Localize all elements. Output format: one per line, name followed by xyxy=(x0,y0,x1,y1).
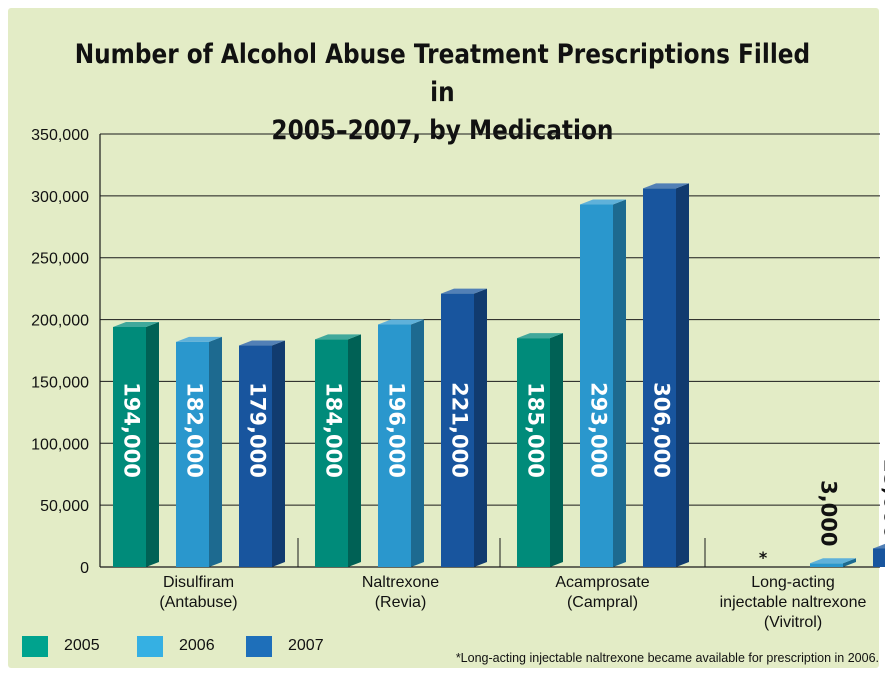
bar-top-face xyxy=(873,543,885,549)
bar-side-face xyxy=(843,558,856,567)
bar-top-face xyxy=(315,334,361,340)
bar-front-face xyxy=(441,293,474,567)
legend-label-2005: 2005 xyxy=(64,637,100,654)
x-category-label: (Antabuse) xyxy=(159,594,237,611)
y-tick-label: 150,000 xyxy=(31,374,89,391)
x-category-label: (Vivitrol) xyxy=(764,614,822,631)
legend-label-2007: 2007 xyxy=(288,637,324,654)
bar-data-label: 221,000 xyxy=(448,382,472,478)
bar-top-face xyxy=(517,333,563,339)
bar-side-face xyxy=(550,333,563,567)
bar-front-face xyxy=(176,341,209,567)
bar-top-face xyxy=(643,183,689,189)
y-tick-label: 100,000 xyxy=(31,436,89,453)
bar-data-label: 182,000 xyxy=(183,382,207,478)
legend-swatch-2005 xyxy=(22,636,48,657)
bar xyxy=(580,199,626,567)
bar-top-face xyxy=(810,558,856,564)
bar-data-label: * xyxy=(759,548,768,567)
bar-data-label: 293,000 xyxy=(587,382,611,478)
bar-data-label: 196,000 xyxy=(385,382,409,478)
bar-front-face xyxy=(378,324,411,567)
legend-label-2006: 2006 xyxy=(179,637,215,654)
x-category-label: Long-acting xyxy=(751,574,835,591)
bar-front-face xyxy=(113,326,146,567)
bar-front-face xyxy=(810,563,843,567)
bar-data-label: 15,000 xyxy=(880,458,885,539)
y-tick-label: 250,000 xyxy=(31,251,89,268)
bar-data-label: 194,000 xyxy=(120,382,144,478)
bar xyxy=(113,321,159,567)
chart-title-line-2: 2005–2007, by Medication xyxy=(271,115,614,146)
bar-data-label: 306,000 xyxy=(650,382,674,478)
legend-swatch-2007 xyxy=(246,636,272,657)
bar-side-face xyxy=(474,288,487,567)
bar-front-face xyxy=(873,548,885,567)
bar xyxy=(873,543,885,567)
bar xyxy=(315,334,361,567)
bar-data-label: 179,000 xyxy=(246,382,270,478)
chart-title: Number of Alcohol Abuse Treatment Prescr… xyxy=(62,36,823,150)
bar-top-face xyxy=(441,288,487,294)
x-category-label: injectable naltrexone xyxy=(720,594,867,611)
bar-side-face xyxy=(411,319,424,567)
x-category-label: Naltrexone xyxy=(362,574,439,591)
chart-title-line-1: Number of Alcohol Abuse Treatment Prescr… xyxy=(74,39,811,108)
bar-top-face xyxy=(176,336,222,342)
bar-front-face xyxy=(239,345,272,567)
bar-front-face xyxy=(643,188,676,568)
x-category-label: (Revia) xyxy=(375,594,427,611)
bar xyxy=(176,336,222,567)
bar-data-label: 185,000 xyxy=(524,382,548,478)
bar-data-label: 184,000 xyxy=(322,382,346,478)
bar-front-face xyxy=(580,204,613,567)
bar-side-face xyxy=(676,183,689,568)
bar-front-face xyxy=(517,338,550,567)
legend-swatch-2006 xyxy=(137,636,163,657)
bar-top-face xyxy=(239,340,285,346)
bar-side-face xyxy=(209,336,222,567)
y-tick-label: 200,000 xyxy=(31,313,89,330)
bar-side-face xyxy=(613,199,626,567)
x-category-label: Acamprosate xyxy=(555,574,649,591)
x-category-label: (Campral) xyxy=(567,594,638,611)
bar-top-face xyxy=(580,199,626,205)
bar-front-face xyxy=(315,339,348,567)
bar xyxy=(378,319,424,567)
footnote: *Long-acting injectable naltrexone becam… xyxy=(455,651,879,665)
bar xyxy=(643,183,689,568)
y-tick-label: 0 xyxy=(80,560,89,577)
bar-top-face xyxy=(378,319,424,325)
bar-side-face xyxy=(272,340,285,567)
bar-side-face xyxy=(348,334,361,567)
y-tick-label: 350,000 xyxy=(31,127,89,144)
bar xyxy=(441,288,487,567)
bar xyxy=(517,333,563,567)
x-category-label: Disulfiram xyxy=(163,574,234,591)
bar xyxy=(239,340,285,567)
bar-top-face xyxy=(113,321,159,327)
y-tick-label: 50,000 xyxy=(40,498,89,515)
bar xyxy=(810,558,856,567)
bar-side-face xyxy=(146,321,159,567)
bar-data-label: 3,000 xyxy=(817,480,841,546)
y-tick-label: 300,000 xyxy=(31,189,89,206)
